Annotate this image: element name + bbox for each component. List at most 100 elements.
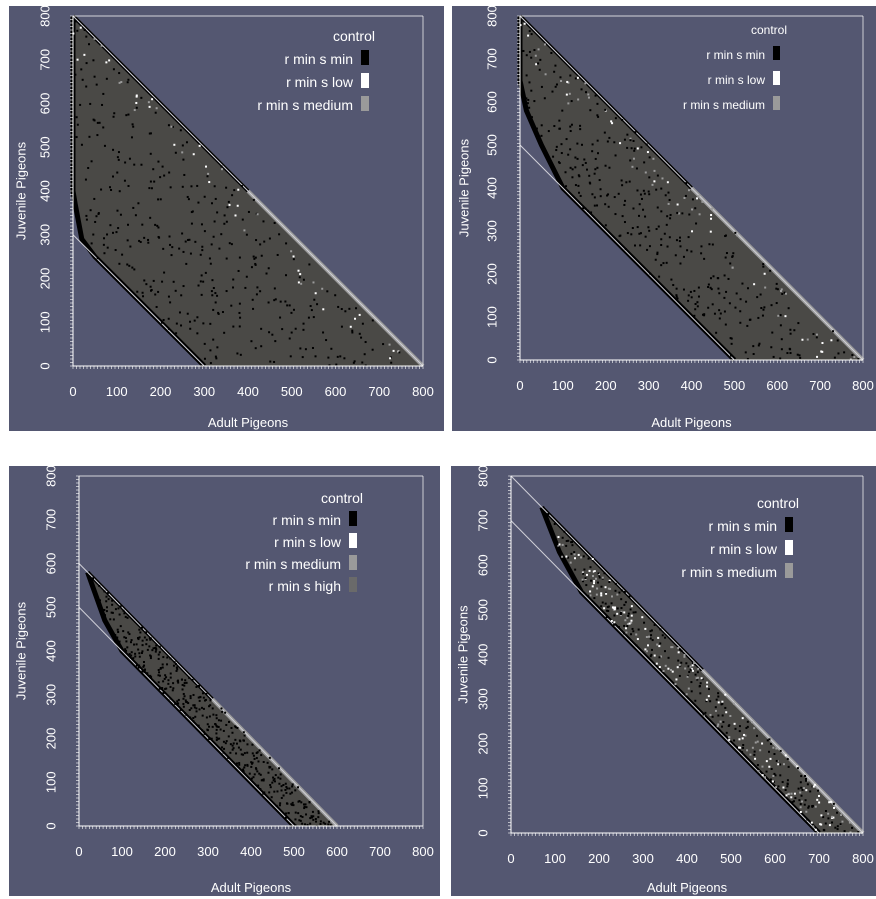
legend-swatch [361, 73, 369, 88]
data-point [600, 592, 603, 595]
data-point [687, 299, 690, 302]
data-point [232, 286, 235, 289]
data-point [690, 681, 693, 684]
data-point [765, 760, 768, 763]
data-point [772, 746, 775, 749]
y-tick-label: 0 [475, 829, 490, 836]
data-point [183, 684, 186, 687]
data-point [286, 816, 289, 819]
data-point [571, 168, 574, 171]
data-point [159, 198, 162, 201]
data-point [242, 753, 245, 756]
data-point [351, 329, 354, 332]
data-point [814, 828, 817, 831]
data-point [76, 123, 79, 126]
data-point [604, 203, 607, 206]
data-point [165, 687, 168, 690]
data-point [565, 93, 568, 96]
data-point [624, 248, 627, 251]
data-point [280, 796, 283, 799]
data-point [761, 742, 764, 745]
data-point [610, 602, 613, 605]
data-point [225, 257, 228, 260]
data-point [154, 293, 157, 296]
data-point [564, 171, 567, 174]
data-point [281, 328, 284, 331]
data-point [830, 800, 833, 803]
data-point [724, 706, 727, 709]
data-point [103, 590, 106, 593]
data-point [576, 142, 579, 145]
data-point [230, 726, 233, 729]
data-point [301, 822, 304, 825]
data-point [689, 668, 692, 671]
data-point [648, 193, 651, 196]
y-tick-label: 400 [37, 180, 52, 202]
data-point [577, 553, 580, 556]
data-point [657, 636, 660, 639]
data-point [760, 307, 763, 310]
data-point [782, 786, 785, 789]
data-point [126, 81, 129, 84]
data-point [619, 613, 622, 616]
data-point [302, 322, 305, 325]
data-point [208, 737, 211, 740]
legend-title: control [333, 28, 375, 44]
x-tick-label: 200 [154, 844, 176, 859]
data-point [843, 351, 846, 354]
data-point [154, 650, 157, 653]
data-point [170, 125, 173, 128]
data-point [690, 250, 693, 253]
data-point [119, 625, 122, 628]
data-point [564, 185, 567, 188]
data-point [148, 645, 151, 648]
data-point [626, 133, 629, 136]
data-point [184, 699, 187, 702]
data-point [210, 202, 213, 205]
data-point [598, 574, 601, 577]
data-point [98, 599, 101, 602]
data-point [116, 156, 119, 159]
data-point [84, 178, 87, 181]
data-point [718, 317, 721, 320]
data-point [787, 765, 790, 768]
data-point [135, 106, 138, 109]
data-point [222, 751, 225, 754]
data-point [114, 633, 117, 636]
data-point [725, 711, 728, 714]
data-point [650, 648, 653, 651]
data-point [220, 233, 223, 236]
data-point [840, 814, 843, 817]
data-point [239, 353, 242, 356]
data-point [761, 314, 764, 317]
data-point [698, 685, 701, 688]
data-point [683, 655, 686, 658]
data-point [796, 353, 799, 356]
data-point [216, 211, 219, 214]
data-point [621, 215, 624, 218]
data-point [628, 595, 631, 598]
data-point [184, 679, 187, 682]
data-point [657, 225, 660, 228]
data-point [523, 22, 526, 25]
data-point [157, 669, 160, 672]
data-point [804, 774, 807, 777]
data-point [680, 649, 683, 652]
data-point [690, 690, 693, 693]
data-point [599, 188, 602, 191]
data-point [250, 340, 253, 343]
data-point [272, 779, 275, 782]
data-point [254, 767, 257, 770]
data-point [791, 801, 794, 804]
data-point [558, 119, 561, 122]
data-point [832, 816, 835, 819]
data-point [267, 301, 270, 304]
data-point [127, 184, 130, 187]
data-point [208, 705, 211, 708]
data-point [140, 651, 143, 654]
data-point [317, 816, 320, 819]
data-point [656, 253, 659, 256]
data-point [634, 131, 637, 134]
data-point [389, 357, 392, 360]
data-point [206, 723, 209, 726]
